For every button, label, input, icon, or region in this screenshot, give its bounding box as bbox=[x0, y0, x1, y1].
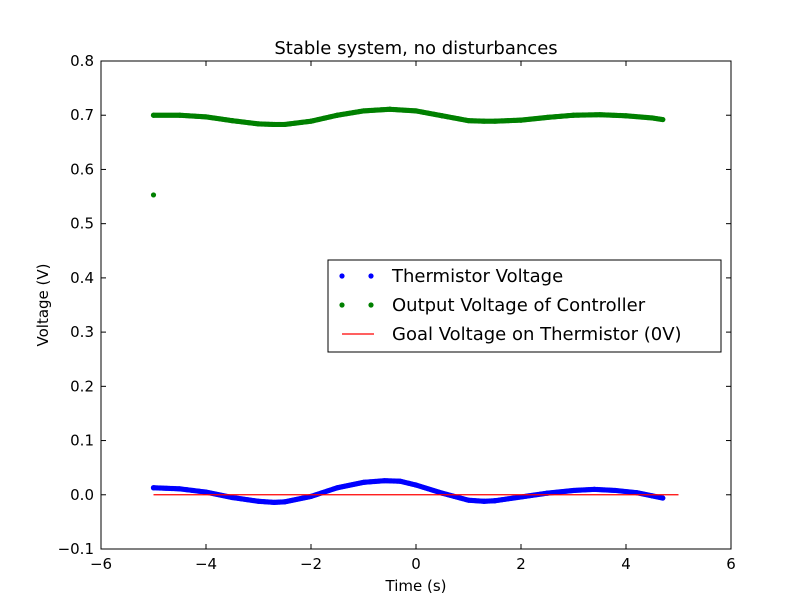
series-1 bbox=[150, 106, 666, 198]
data-point bbox=[660, 495, 666, 501]
legend-swatch bbox=[368, 302, 374, 308]
data-point bbox=[150, 192, 157, 198]
x-tick-label: −6 bbox=[90, 555, 112, 573]
x-tick-label: −2 bbox=[300, 555, 322, 573]
legend-swatch bbox=[339, 273, 345, 279]
x-tick-label: −4 bbox=[195, 555, 217, 573]
legend-box bbox=[327, 259, 722, 353]
x-tick-label: 2 bbox=[516, 555, 526, 573]
data-point bbox=[660, 116, 666, 123]
chart-title: Stable system, no disturbances bbox=[274, 38, 557, 59]
legend-entry-1: Output Voltage of Controller bbox=[339, 295, 646, 316]
y-tick-label: 0.5 bbox=[70, 215, 94, 233]
y-tick-label: 0.2 bbox=[70, 377, 94, 395]
legend-swatch bbox=[339, 302, 345, 308]
legend-entry-0: Thermistor Voltage bbox=[339, 266, 563, 287]
y-tick-label: 0.4 bbox=[70, 269, 94, 287]
legend: Thermistor Voltage Output Voltage of Cont… bbox=[327, 259, 722, 353]
x-tick-label: 6 bbox=[726, 555, 736, 573]
y-tick-label: −0.1 bbox=[58, 540, 94, 558]
y-tick-label: 0.0 bbox=[70, 486, 94, 504]
y-tick-label: 0.8 bbox=[70, 52, 94, 70]
legend-label: Goal Voltage on Thermistor (0V) bbox=[392, 324, 682, 345]
y-tick-label: 0.6 bbox=[70, 160, 94, 178]
legend-swatch bbox=[368, 273, 374, 279]
y-axis-label: Voltage (V) bbox=[34, 264, 52, 347]
y-tick-label: 0.1 bbox=[70, 432, 94, 450]
y-tick-label: 0.3 bbox=[70, 323, 94, 341]
x-axis: −6 −4 −2 0 2 4 6 bbox=[90, 61, 736, 573]
legend-label: Output Voltage of Controller bbox=[392, 295, 646, 316]
legend-entry-2: Goal Voltage on Thermistor (0V) bbox=[342, 324, 682, 345]
y-axis: −0.1 0.0 0.1 0.2 0.3 0.4 0.5 0.6 0.7 0.8 bbox=[58, 52, 731, 558]
x-tick-label: 0 bbox=[411, 555, 421, 573]
x-tick-label: 4 bbox=[621, 555, 631, 573]
plot-area bbox=[150, 106, 679, 505]
y-tick-label: 0.7 bbox=[70, 106, 94, 124]
x-axis-label: Time (s) bbox=[385, 577, 447, 595]
legend-label: Thermistor Voltage bbox=[391, 266, 563, 287]
